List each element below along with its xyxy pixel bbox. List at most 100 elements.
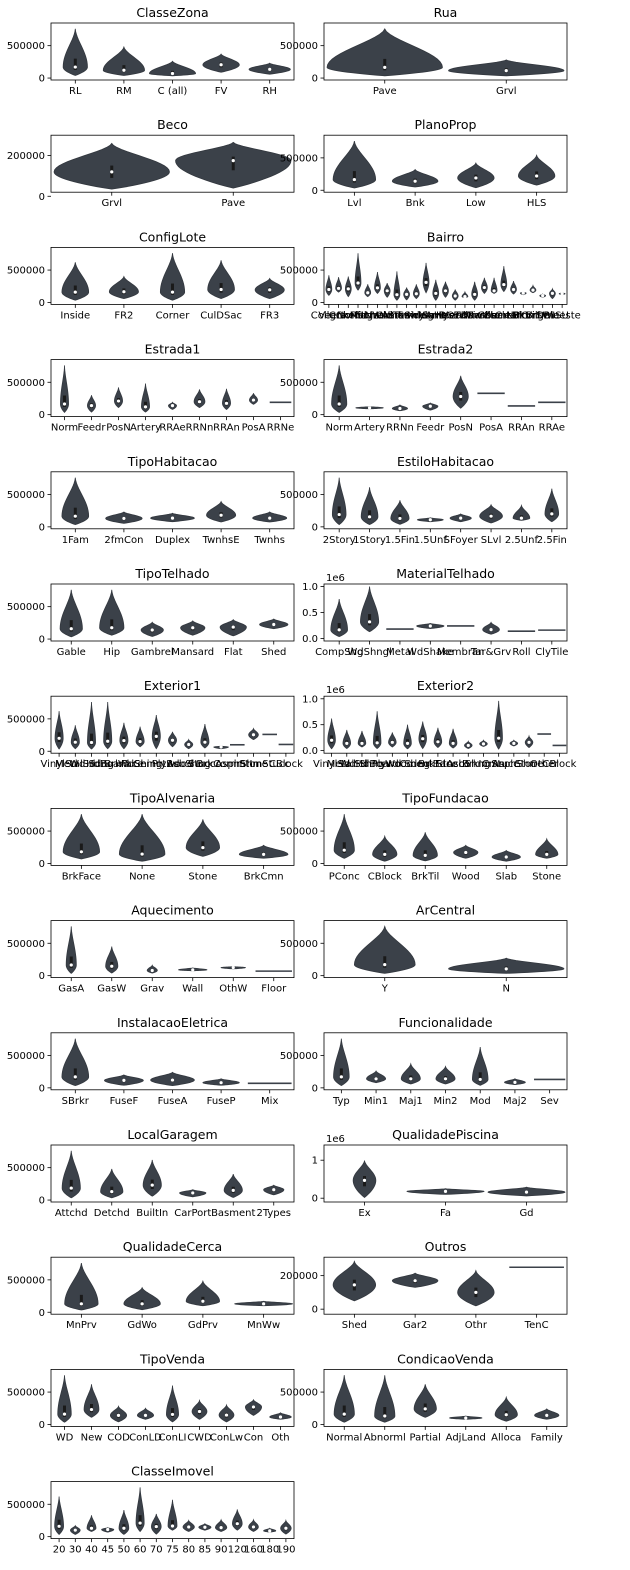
x-tick-label: MetalSd [55, 759, 95, 770]
x-tick-label: Othr [465, 1320, 488, 1331]
y-tick-label: 0 [39, 522, 45, 533]
violin-median [251, 398, 256, 402]
axis-scale-label: 1e6 [326, 1134, 345, 1145]
violin-Min1 [366, 1070, 387, 1084]
violin-Sawyer [413, 284, 420, 300]
x-tick-label: AsbShng [446, 759, 490, 770]
violin-Hip [99, 589, 125, 636]
violin-median [69, 627, 73, 631]
y-tick-label: 500000 [7, 266, 45, 277]
x-tick-label: Fa [440, 1208, 451, 1219]
x-tick-label: Mod [470, 1096, 491, 1107]
x-tick-label: BrkFace [104, 759, 143, 770]
violin-C (all) [148, 60, 197, 77]
x-tick-label: Twnhs [253, 535, 285, 546]
subplot-bairro: Bairro 0 500000 CollgCrVeenkerCrawforNoRidg… [280, 229, 581, 321]
x-tick-label: Sawyer [398, 310, 436, 321]
violin-median [69, 1186, 73, 1190]
violin-median [170, 1078, 175, 1082]
x-tick-label: Mitchel [350, 310, 386, 321]
x-tick-label: Basment [211, 1208, 255, 1219]
x-tick-label: Grav [140, 984, 164, 995]
violin-median [352, 177, 356, 182]
violin-20 [54, 1496, 64, 1535]
x-tick-label: Grvl [496, 86, 517, 97]
violin-median [89, 1407, 94, 1412]
x-tick-label: 2Types [256, 1208, 291, 1219]
violin-median [459, 516, 463, 520]
x-tick-label: 50 [118, 1545, 131, 1556]
x-tick-label: Abnorml [364, 1432, 406, 1443]
x-tick-label: BuiltIn [136, 1208, 168, 1219]
violin-median [268, 1529, 272, 1533]
x-tick-label: SFoyer [444, 535, 479, 546]
violin-50 [118, 1510, 130, 1535]
violin-median [463, 295, 467, 299]
violin-VinylSd [54, 711, 64, 750]
violin-median [73, 1528, 77, 1532]
violin-New [83, 1384, 100, 1418]
violin-Pave [326, 28, 443, 77]
x-tick-label: Other [530, 759, 559, 770]
violin-median [383, 852, 387, 856]
violin-ImStucc [494, 700, 503, 750]
axis-scale-label: 1e6 [326, 573, 345, 584]
violin-Bnk [391, 168, 439, 188]
violin-median [170, 1412, 175, 1417]
x-tick-label: PosA [479, 423, 503, 434]
violin-1.5Fin [390, 500, 410, 525]
subplot-title: Estrada2 [418, 342, 474, 357]
y-tick-label: 1 [312, 1156, 318, 1167]
violin-GdWo [123, 1286, 161, 1311]
x-tick-label: FuseP [207, 1096, 236, 1107]
violin-median [203, 1525, 207, 1529]
subplot-localgaragem: LocalGaragem 0 500000 Attchd Detchd BuiltIn Ca… [7, 1127, 295, 1219]
violin-GasW [105, 946, 119, 974]
x-tick-label: Membran [437, 647, 484, 658]
violin-MetalSd [342, 729, 351, 750]
x-tick-label: Corner [156, 310, 191, 321]
y-tick-label: 0 [39, 74, 45, 85]
violin-median [69, 963, 73, 967]
y-tick-label: 0 [312, 859, 318, 870]
subplot-title: MaterialTelhado [396, 566, 495, 581]
violin-Stone [185, 819, 220, 857]
x-tick-label: Wd Shng [340, 759, 385, 770]
violin-median [231, 625, 235, 629]
y-tick-label: 0 [312, 1194, 318, 1205]
subplot-title: Aquecimento [131, 903, 214, 918]
x-tick-label: Metal [386, 647, 414, 658]
x-tick-label: Min2 [433, 1096, 457, 1107]
violin-90 [215, 1518, 228, 1532]
y-tick-label: 0 [312, 298, 318, 309]
x-tick-label: RRNn [186, 423, 214, 434]
y-tick-label: 0 [312, 1305, 318, 1316]
violin-RL [62, 28, 88, 76]
violin-median [140, 1302, 144, 1306]
violin-median [197, 400, 202, 404]
axes-frame [323, 22, 568, 81]
violin-median [122, 1078, 126, 1083]
x-tick-label: MnWw [247, 1320, 280, 1331]
x-tick-label: 85 [199, 1545, 212, 1556]
x-tick-label: 80 [182, 1545, 195, 1556]
violin-Abnorml [374, 1375, 396, 1423]
x-tick-label: C (all) [158, 86, 188, 97]
y-tick-label: 500000 [280, 827, 318, 838]
y-tick-label: 500000 [280, 1051, 318, 1062]
x-tick-label: Gable [57, 647, 86, 658]
axes-frame [50, 583, 295, 642]
x-tick-label: 70 [150, 1545, 163, 1556]
axis-scale-label: 1e6 [326, 685, 345, 696]
y-tick-label: 0 [312, 186, 318, 197]
violin-median [191, 968, 195, 972]
x-tick-label: FuseF [110, 1096, 139, 1107]
violin-median [219, 1081, 223, 1085]
x-tick-label: GasA [58, 984, 84, 995]
violin-Gable [59, 589, 83, 638]
violin-median [459, 394, 463, 399]
violin-Norm [60, 365, 69, 413]
x-tick-label: 30 [69, 1545, 82, 1556]
violin-VinylSd [327, 718, 336, 750]
